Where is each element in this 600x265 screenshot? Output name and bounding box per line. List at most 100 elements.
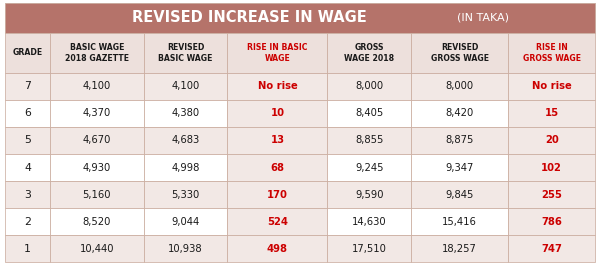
Text: 4,380: 4,380 — [172, 108, 200, 118]
Text: BASIC WAGE
2018 GAZETTE: BASIC WAGE 2018 GAZETTE — [65, 43, 129, 63]
Text: 14,630: 14,630 — [352, 217, 386, 227]
Text: 170: 170 — [267, 190, 288, 200]
Text: 8,000: 8,000 — [446, 81, 474, 91]
Text: 8,000: 8,000 — [355, 81, 383, 91]
Bar — [508, 181, 595, 208]
Bar — [412, 73, 508, 100]
Bar — [412, 181, 508, 208]
Text: 18,257: 18,257 — [442, 244, 477, 254]
Text: 4,670: 4,670 — [83, 135, 111, 145]
Bar — [508, 235, 595, 262]
Text: 4,100: 4,100 — [83, 81, 111, 91]
Bar — [50, 33, 143, 73]
Text: 15: 15 — [545, 108, 559, 118]
Bar — [227, 33, 328, 73]
Text: 9,590: 9,590 — [355, 190, 383, 200]
Bar — [143, 127, 227, 154]
Bar — [328, 154, 412, 181]
Bar — [328, 100, 412, 127]
Bar — [5, 208, 50, 235]
Text: RISE IN
GROSS WAGE: RISE IN GROSS WAGE — [523, 43, 581, 63]
Bar — [143, 33, 227, 73]
Bar — [5, 33, 50, 73]
Bar — [50, 100, 143, 127]
Bar — [227, 181, 328, 208]
Bar — [50, 235, 143, 262]
Bar — [50, 73, 143, 100]
Text: 4,998: 4,998 — [171, 162, 200, 173]
Bar — [50, 208, 143, 235]
Text: 10: 10 — [271, 108, 284, 118]
Bar — [508, 127, 595, 154]
Text: No rise: No rise — [532, 81, 572, 91]
Bar — [143, 100, 227, 127]
Bar — [328, 208, 412, 235]
Text: 10,440: 10,440 — [79, 244, 114, 254]
Bar — [5, 100, 50, 127]
Text: 13: 13 — [271, 135, 284, 145]
Text: 15,416: 15,416 — [442, 217, 477, 227]
Bar — [328, 73, 412, 100]
Text: 10,938: 10,938 — [168, 244, 203, 254]
Text: 8,420: 8,420 — [446, 108, 474, 118]
Text: 102: 102 — [541, 162, 562, 173]
Text: 498: 498 — [267, 244, 288, 254]
Bar — [227, 208, 328, 235]
Text: 2: 2 — [24, 217, 31, 227]
Bar — [328, 127, 412, 154]
Bar — [227, 73, 328, 100]
Text: 7: 7 — [24, 81, 31, 91]
Bar — [227, 127, 328, 154]
Bar — [227, 235, 328, 262]
Text: 4,930: 4,930 — [83, 162, 111, 173]
Bar — [5, 154, 50, 181]
Bar — [328, 235, 412, 262]
Text: 17,510: 17,510 — [352, 244, 387, 254]
Text: REVISED
GROSS WAGE: REVISED GROSS WAGE — [431, 43, 488, 63]
Bar — [5, 73, 50, 100]
Bar — [50, 154, 143, 181]
Bar — [143, 235, 227, 262]
Bar — [227, 100, 328, 127]
Text: REVISED INCREASE IN WAGE: REVISED INCREASE IN WAGE — [133, 10, 367, 25]
Text: 4,370: 4,370 — [83, 108, 111, 118]
Text: 8,405: 8,405 — [355, 108, 383, 118]
Text: 5,160: 5,160 — [82, 190, 111, 200]
Text: 8,855: 8,855 — [355, 135, 383, 145]
Text: RISE IN BASIC
WAGE: RISE IN BASIC WAGE — [247, 43, 308, 63]
Text: 5,330: 5,330 — [172, 190, 200, 200]
Text: 786: 786 — [541, 217, 562, 227]
Bar — [5, 181, 50, 208]
Bar — [328, 33, 412, 73]
Text: 68: 68 — [271, 162, 284, 173]
Bar — [5, 127, 50, 154]
Text: 4,683: 4,683 — [172, 135, 200, 145]
Text: No rise: No rise — [257, 81, 297, 91]
Text: 524: 524 — [267, 217, 288, 227]
Text: 9,845: 9,845 — [446, 190, 474, 200]
Text: 3: 3 — [24, 190, 31, 200]
Text: 1: 1 — [24, 244, 31, 254]
Bar — [412, 100, 508, 127]
Bar — [508, 33, 595, 73]
Bar — [143, 208, 227, 235]
Bar — [412, 235, 508, 262]
Text: 255: 255 — [541, 190, 562, 200]
Text: 4: 4 — [24, 162, 31, 173]
Bar — [5, 235, 50, 262]
Bar — [227, 154, 328, 181]
Bar — [412, 154, 508, 181]
Text: 9,044: 9,044 — [172, 217, 200, 227]
Bar — [50, 127, 143, 154]
Text: (IN TAKA): (IN TAKA) — [457, 12, 509, 23]
Bar — [412, 208, 508, 235]
Text: 8,875: 8,875 — [446, 135, 474, 145]
Bar — [143, 154, 227, 181]
Bar — [508, 100, 595, 127]
Text: 9,347: 9,347 — [446, 162, 474, 173]
Text: REVISED
BASIC WAGE: REVISED BASIC WAGE — [158, 43, 212, 63]
Text: 20: 20 — [545, 135, 559, 145]
Bar — [508, 73, 595, 100]
Text: 6: 6 — [24, 108, 31, 118]
Text: 9,245: 9,245 — [355, 162, 383, 173]
